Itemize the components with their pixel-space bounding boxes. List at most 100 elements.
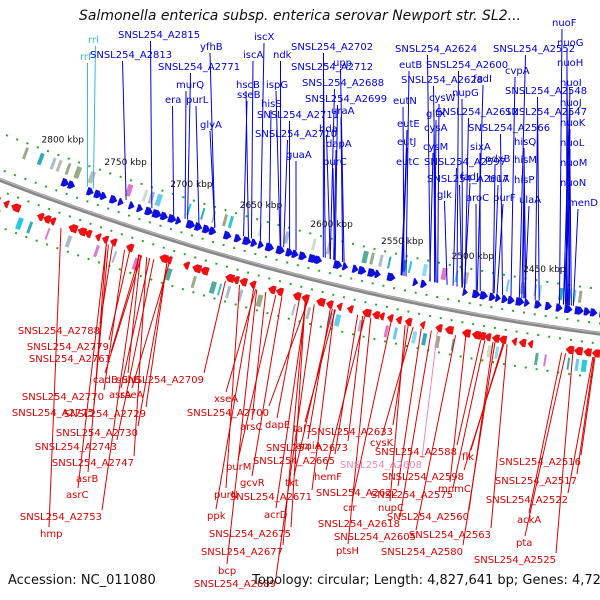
leader-line — [562, 188, 571, 305]
forward-gene-arrow — [60, 177, 69, 187]
forward-gene-arrow — [494, 293, 501, 302]
cog-block-forward — [55, 159, 63, 172]
gene-label: SNSL254_A2598 — [382, 472, 464, 483]
leader-line — [334, 314, 359, 455]
cog-block-forward — [36, 152, 45, 166]
cog-block-forward — [221, 214, 229, 227]
leader-line — [276, 300, 300, 419]
leader-line — [203, 280, 226, 374]
leader-line — [226, 289, 258, 565]
leader-line — [325, 316, 366, 471]
gene-label: hisM — [514, 155, 537, 166]
gene-label: uraA — [331, 106, 355, 117]
gene-label: sixA — [470, 142, 491, 153]
cog-block-reverse — [64, 235, 73, 248]
reverse-gene-arrow — [77, 227, 88, 237]
gene-label: SNSL254_A2700 — [187, 408, 269, 419]
gene-label: sseB — [237, 90, 261, 101]
leader-line — [452, 167, 457, 286]
gene-label: SNSL254_A2671 — [230, 492, 312, 503]
leader-line — [332, 167, 336, 261]
gene-label: pta — [516, 538, 532, 549]
cog-block-reverse — [421, 333, 428, 346]
gene-label: SNSL254_A2730 — [56, 428, 138, 439]
gene-label: purC — [323, 157, 347, 168]
gene-label: eutJ — [397, 137, 416, 148]
gene-label: cysK — [370, 438, 394, 449]
cog-block-forward — [462, 271, 470, 285]
gene-label: hda — [319, 124, 338, 135]
reverse-gene-arrow — [232, 275, 241, 285]
gene-label: menD — [568, 198, 598, 209]
gene-label: eutN — [393, 96, 417, 107]
leader-line — [251, 291, 267, 421]
gene-label: SNSL254_A2605 — [334, 532, 416, 543]
cog-block-reverse — [410, 331, 418, 344]
leader-line — [405, 70, 410, 277]
gene-label: amiA — [296, 441, 322, 452]
kbp-tick-label: 2600 kbp — [310, 220, 353, 230]
forward-gene-arrow — [264, 242, 275, 252]
gene-label: SNSL254_A2516 — [499, 457, 581, 468]
forward-gene-arrow — [127, 201, 135, 210]
leader-line — [564, 108, 571, 305]
gene-label: dapA — [326, 139, 352, 150]
leader-line — [433, 85, 437, 283]
gene-label: SNSL254_A2747 — [52, 458, 134, 469]
kbp-tick-label: 2800 kbp — [42, 135, 85, 145]
reverse-gene-arrow — [192, 264, 203, 274]
forward-gene-arrow — [136, 203, 143, 213]
gene-label: SNSL254_A2743 — [35, 442, 117, 453]
forward-gene-arrow — [117, 197, 124, 206]
gene-label: SNSL254_A2788 — [18, 326, 100, 337]
leader-line — [172, 105, 175, 216]
leader-line — [48, 228, 62, 528]
leader-line — [567, 356, 594, 494]
forward-gene-arrow — [93, 189, 103, 199]
gene-label: crr — [343, 503, 357, 514]
leader-line — [493, 184, 499, 294]
forward-gene-arrow — [462, 287, 468, 296]
cog-block-forward — [558, 287, 564, 301]
leader-line — [251, 296, 283, 477]
gene-label: truA — [488, 174, 509, 185]
reverse-gene-arrow — [511, 337, 518, 346]
reverse-gene-arrow — [37, 212, 45, 222]
gene-label: glk — [437, 190, 452, 201]
gene-label: sseA — [120, 390, 144, 401]
leader-line — [275, 304, 315, 578]
leader-line — [103, 249, 126, 391]
cog-block-reverse — [26, 221, 34, 234]
gene-label: guaA — [286, 150, 312, 161]
leader-line — [340, 68, 345, 263]
forward-gene-arrow — [332, 260, 343, 269]
gene-label: SNSL254_A2575 — [371, 490, 453, 501]
reverse-gene-arrow — [583, 348, 593, 357]
leader-line — [145, 263, 168, 408]
gene-label: hisP — [514, 175, 534, 186]
leader-line — [462, 342, 496, 546]
feature-tracks — [0, 134, 600, 379]
reverse-gene-arrow — [301, 294, 310, 303]
leader-line — [323, 72, 326, 258]
gene-label: nuoJ — [560, 98, 582, 109]
backbone-highlight — [0, 178, 600, 334]
cog-block-reverse — [111, 251, 118, 264]
cog-block-forward — [369, 252, 375, 265]
gene-label: SNSL254_A2729 — [64, 409, 146, 420]
leader-line — [400, 167, 407, 276]
cog-block-forward — [64, 162, 72, 176]
gene-label: nuoI — [560, 78, 582, 89]
cog-block-reverse — [225, 285, 232, 299]
leader-line — [490, 344, 508, 529]
leader-line — [521, 185, 525, 299]
gene-label: nuoF — [552, 18, 577, 29]
cog-block-forward — [378, 254, 384, 267]
leader-line — [110, 254, 141, 353]
forward-gene-arrow — [471, 289, 481, 299]
gene-label: dapE — [265, 420, 290, 431]
leader-line — [290, 302, 306, 528]
leader-line — [137, 263, 168, 427]
reverse-gene-arrow — [0, 197, 2, 201]
